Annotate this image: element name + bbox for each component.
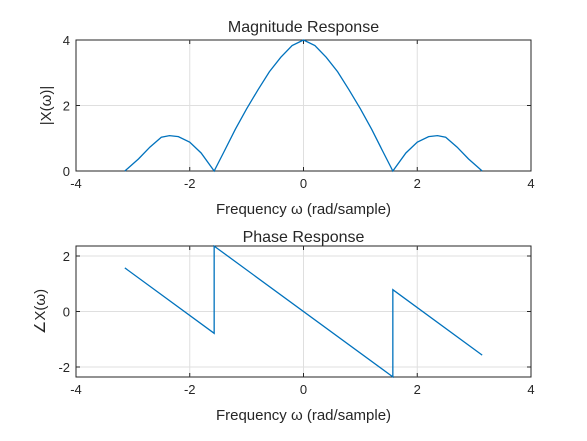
phase-title: Phase Response (243, 229, 365, 246)
magnitude-series (124, 39, 483, 173)
magnitude-xtick-label: 0 (300, 176, 307, 191)
magnitude-xtick-label: 2 (414, 176, 421, 191)
phase-ytick-label: 0 (63, 305, 70, 320)
magnitude-series-line (124, 39, 483, 173)
magnitude-ytick-label: 0 (63, 164, 70, 179)
magnitude-grid (76, 40, 531, 171)
phase-ylabel: ∠X(ω) (32, 289, 49, 334)
phase-xtick-label: 0 (300, 382, 307, 397)
phase-ytick-label: -2 (58, 360, 70, 375)
magnitude-title: Magnitude Response (228, 19, 379, 36)
magnitude-xtick-label: -4 (70, 176, 82, 191)
phase-ticks: -4 -2 0 2 4-202 (58, 246, 535, 397)
phase-xtick-label: -4 (70, 382, 82, 397)
phase-series-line (124, 244, 483, 379)
phase-series (124, 244, 483, 379)
phase-xtick-label: 2 (414, 382, 421, 397)
phase-ytick-label: 2 (63, 249, 70, 264)
magnitude-ylabel: |X(ω)| (38, 86, 55, 126)
phase-panel: -4 -2 0 2 4-202 Phase Response Frequency ω (… (32, 229, 535, 424)
magnitude-xtick-label: -2 (184, 176, 196, 191)
phase-xlabel: Frequency ω (rad/sample) (216, 407, 391, 424)
magnitude-panel: -4 -2 0 2 4 0 2 4 Magnitude Response Frequency … (38, 19, 535, 218)
magnitude-xlabel: Frequency ω (rad/sample) (216, 201, 391, 218)
magnitude-ytick-label: 4 (63, 33, 70, 48)
magnitude-ytick-label: 2 (63, 99, 70, 114)
phase-xtick-label: -2 (184, 382, 196, 397)
magnitude-xtick-label: 4 (527, 176, 534, 191)
magnitude-ticks: -4 -2 0 2 4 0 2 4 (63, 33, 535, 191)
phase-xtick-label: 4 (527, 382, 534, 397)
